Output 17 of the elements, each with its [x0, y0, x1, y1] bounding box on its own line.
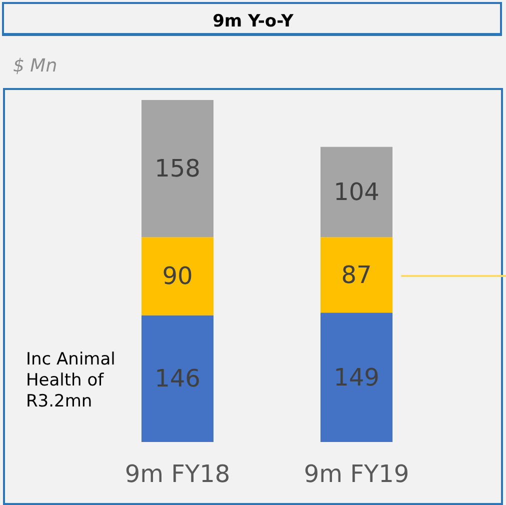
data-label: 149 [334, 363, 380, 392]
bar [320, 237, 392, 313]
bar [142, 315, 214, 442]
bar [320, 312, 392, 442]
annotation: Inc Animal Health of R3.2mn [26, 350, 121, 412]
x-tick-label: 9m FY19 [304, 460, 410, 488]
data-label: 146 [154, 364, 200, 393]
data-label: 87 [341, 260, 372, 289]
x-tick-label: 9m FY18 [124, 460, 230, 488]
data-label: 104 [334, 178, 380, 206]
bar [142, 237, 214, 316]
data-label: 90 [162, 262, 193, 290]
bar [320, 146, 392, 238]
chart-title: 9m Y-o-Y [212, 12, 294, 32]
bar [142, 100, 214, 238]
y-axis-title: $ Mn [13, 56, 58, 76]
data-label: 158 [154, 154, 200, 183]
